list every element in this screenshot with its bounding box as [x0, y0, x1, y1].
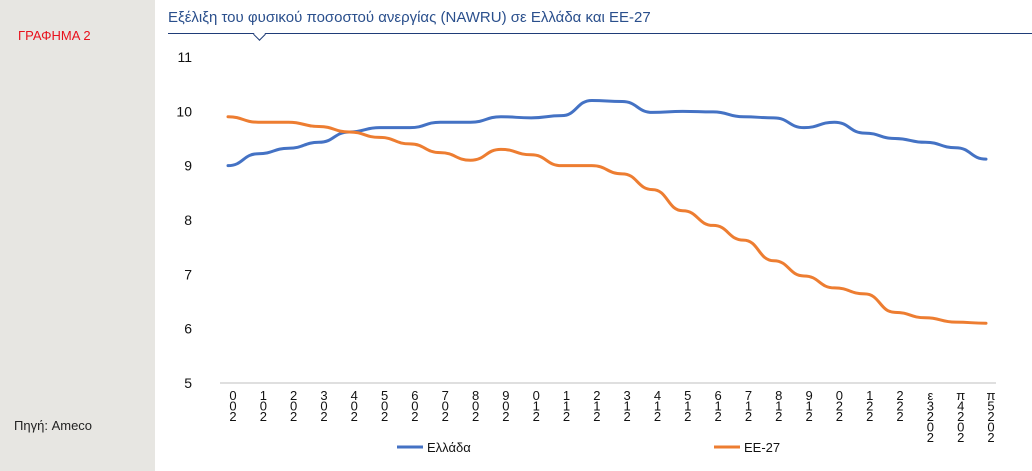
y-tick-label: 10: [176, 103, 192, 119]
chart-panel: [155, 0, 1032, 471]
legend: Ελλάδα ΕΕ-27: [397, 440, 780, 455]
title-underline: [168, 33, 1032, 34]
legend-label: ΕΕ-27: [744, 440, 780, 455]
y-tick-label: 7: [184, 266, 192, 282]
series-line-1: [226, 98, 988, 168]
chart-title: Εξέλιξη του φυσικού ποσοστού ανεργίας (N…: [168, 9, 651, 26]
series-line-2: [226, 115, 988, 325]
y-axis-ticks: 5 6 7 8 9 10 11: [176, 49, 192, 391]
y-tick-label: 5: [184, 375, 192, 391]
y-tick-label: 11: [177, 49, 192, 65]
source-note: Πηγή: Ameco: [14, 418, 93, 433]
series-lines: [226, 98, 988, 325]
legend-label: Ελλάδα: [427, 440, 471, 455]
y-tick-label: 9: [184, 158, 192, 174]
y-tick-label: 8: [184, 212, 192, 228]
y-tick-label: 6: [184, 321, 192, 337]
x-axis-ticks: 0 0 2 1 0 2 2 0 2 3 0 2 4 0 2 5 0 2 6 0 2 7 0 2 8 0 2 9 0 2 0 1 2 1 1 2 2 1 2 3…: [229, 388, 995, 445]
figure-label: ΓΡΑΦΗΜΑ 2: [18, 28, 91, 43]
